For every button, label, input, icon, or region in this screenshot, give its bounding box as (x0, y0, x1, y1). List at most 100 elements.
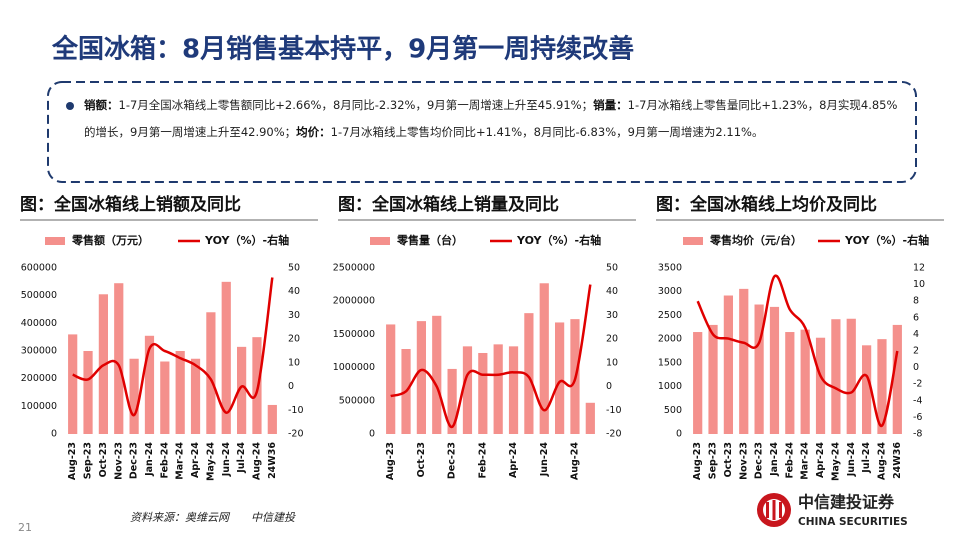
y-tick-label: 2500000 (333, 263, 375, 274)
logo-name: 中信建投证券 (798, 493, 895, 512)
y-tick-label: 3000 (658, 286, 682, 297)
y2-tick-label: 6 (913, 312, 919, 323)
bar (539, 283, 549, 434)
y2-tick-label: -20 (288, 429, 304, 440)
y2-tick-label: 10 (913, 279, 925, 290)
bar (462, 346, 473, 434)
bar (252, 337, 262, 434)
bar (432, 315, 442, 434)
slide-title: 全国冰箱：8月销售基本持平，9月第一周持续改善 (51, 34, 634, 65)
y2-tick-label: 50 (288, 263, 300, 274)
bar (237, 346, 247, 434)
y2-tick-label: 8 (913, 296, 919, 307)
x-tick-label: Aug-23 (692, 442, 703, 480)
bar (447, 368, 457, 434)
bar (221, 281, 231, 434)
bar (386, 324, 396, 434)
summary-text: 1-7月全国冰箱线上零售额同比+2.66%，8月同比-2.32%，9月第一周增速… (118, 98, 594, 112)
page-number: 21 (18, 521, 32, 534)
x-tick-label: Apr-24 (815, 442, 826, 478)
x-tick-label: Jun-24 (221, 442, 232, 478)
legend-label: YOY（%）-右轴 (516, 233, 601, 247)
y-tick-label: 500000 (339, 395, 375, 406)
bar (267, 404, 277, 434)
summary: 销额：1-7月全国冰箱线上零售额同比+2.66%，8月同比-2.32%，9月第一… (84, 92, 899, 146)
bar (160, 361, 170, 434)
y-tick-label: 100000 (21, 401, 57, 412)
legend-label: 零售均价（元/台） (709, 233, 802, 247)
x-tick-label: Oct-23 (98, 442, 109, 477)
y-tick-label: 0 (51, 429, 57, 440)
y-tick-label: 500000 (21, 290, 57, 301)
bar (114, 283, 124, 434)
bar (815, 337, 826, 434)
y-tick-label: 1500 (658, 357, 682, 368)
y-tick-label: 300000 (21, 346, 57, 357)
bar (862, 345, 872, 434)
y2-tick-label: -2 (913, 379, 922, 390)
y2-tick-label: 40 (606, 286, 618, 297)
x-tick-label: Nov-23 (738, 442, 749, 480)
bar (478, 352, 488, 434)
x-tick-label: Sep-23 (83, 442, 94, 479)
y-tick-label: 200000 (21, 373, 57, 384)
summary-text: 1-7月冰箱线上零售均价同比+1.41%，8月同比-6.83%，9月第一周增速为… (330, 125, 764, 139)
x-tick-label: Mar-24 (800, 442, 811, 480)
y-tick-label: 1000000 (333, 362, 375, 373)
line (696, 274, 899, 427)
x-tick-label: Jan-24 (144, 442, 155, 477)
x-tick-label: Aug-24 (251, 442, 262, 480)
y-tick-label: 0 (369, 429, 375, 440)
x-tick-label: Jun-24 (846, 442, 857, 478)
x-tick-label: Sep-23 (708, 442, 719, 479)
summary-label: 均价： (296, 125, 331, 139)
legend-label: 零售量（台） (396, 233, 463, 247)
logo-icon (757, 493, 791, 527)
bar (585, 402, 595, 434)
x-tick-label: Jan-24 (769, 442, 780, 477)
bar (693, 332, 703, 434)
y2-tick-label: -4 (913, 395, 922, 406)
x-tick-label: Oct-23 (723, 442, 734, 477)
y2-tick-label: -6 (913, 412, 922, 423)
y2-tick-label: 20 (288, 334, 300, 345)
y2-tick-label: 30 (288, 310, 300, 321)
legend-label: YOY（%）-右轴 (844, 233, 929, 247)
x-tick-label: Feb-24 (784, 442, 795, 479)
summary-label: 销额： (84, 98, 119, 112)
y2-tick-label: 0 (288, 381, 294, 392)
x-tick-label: Aug-24 (569, 442, 580, 480)
x-tick-label: Mar-24 (175, 442, 186, 480)
bar (877, 339, 887, 434)
bar (831, 319, 841, 434)
bar (555, 322, 565, 434)
chart: 图：全国冰箱线上均价及同比 0 500 1000 1500 2000 2500 3000 350… (656, 194, 944, 481)
y2-tick-label: 0 (606, 381, 612, 392)
x-tick-label: Jul-24 (236, 442, 247, 474)
y-tick-label: 1500000 (333, 329, 375, 340)
legend-swatch (683, 237, 703, 245)
x-tick-label: Jun-24 (539, 442, 550, 478)
bar (68, 334, 78, 434)
bar (769, 306, 780, 434)
y-tick-label: 600000 (21, 263, 57, 274)
y-tick-label: 2500 (658, 310, 682, 321)
bar (206, 312, 216, 434)
bar (524, 313, 534, 434)
y-tick-label: 2000000 (333, 296, 375, 307)
y2-tick-label: 40 (288, 286, 300, 297)
x-tick-label: Aug-23 (67, 442, 78, 480)
y2-tick-label: -10 (606, 405, 622, 416)
bar (892, 324, 902, 434)
x-tick-label: Dec-23 (754, 442, 765, 479)
logo-english: CHINA SECURITIES (798, 516, 908, 528)
summary-text: 1-7月冰箱线上零售量同比+1.23%，8月实现4.85%的增长，9月第一周增速… (84, 98, 898, 139)
x-tick-label: Aug-23 (385, 442, 396, 480)
x-tick-label: 24W36 (892, 442, 903, 479)
x-tick-label: Aug-24 (876, 442, 887, 480)
y-tick-label: 1000 (658, 381, 682, 392)
x-tick-label: Oct-23 (416, 442, 427, 477)
y-tick-label: 2000 (658, 334, 682, 345)
